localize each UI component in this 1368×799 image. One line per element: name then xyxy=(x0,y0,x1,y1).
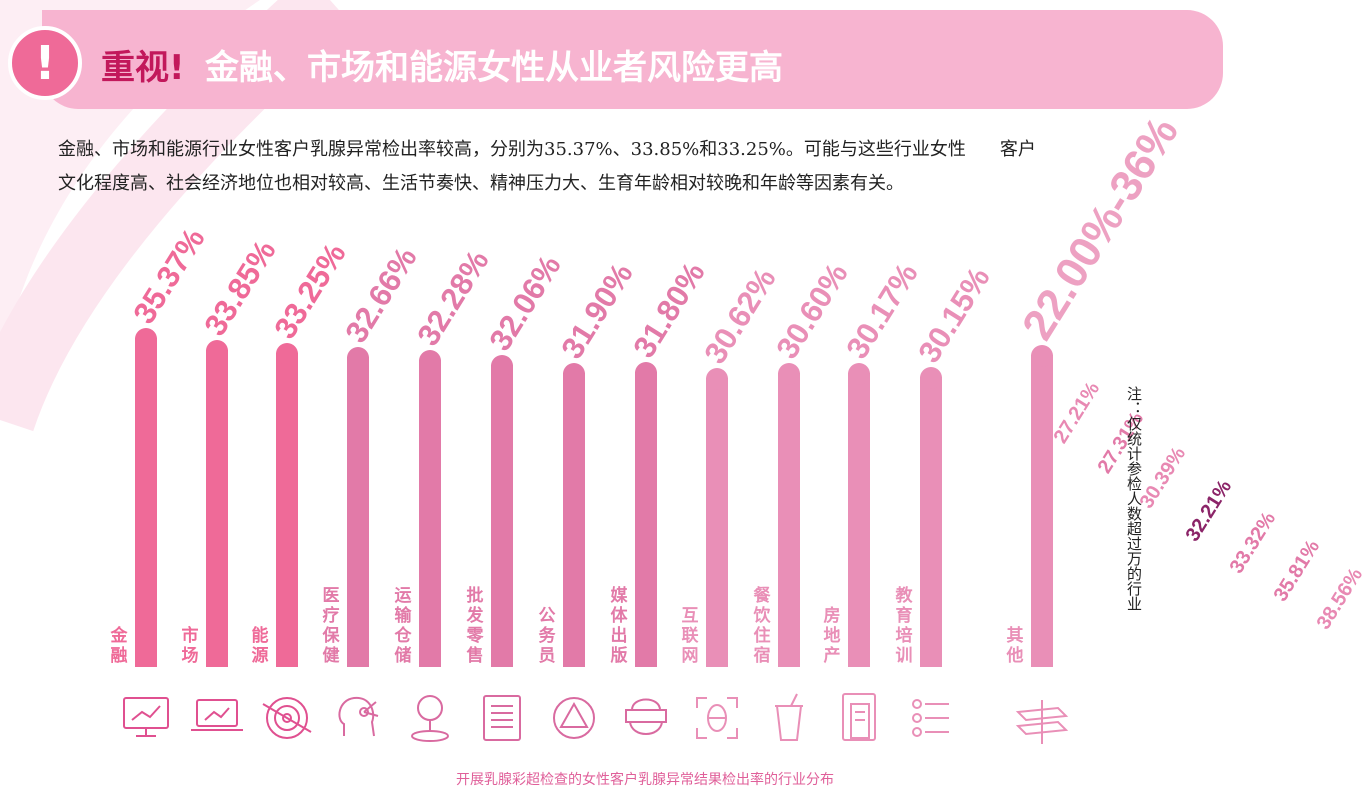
building-doc-icon xyxy=(842,693,876,741)
bar-body xyxy=(419,360,441,667)
fan-value-label: 27.21% xyxy=(1050,378,1105,447)
category-label: 市场 xyxy=(182,625,199,666)
fan-value-label: 35.81% xyxy=(1270,536,1325,605)
bar-body xyxy=(491,365,513,667)
list-icon xyxy=(912,699,949,737)
bar-industry-9 xyxy=(706,368,728,667)
laptop-chart-icon xyxy=(191,699,243,731)
bar-body xyxy=(920,377,942,667)
category-label: 能源 xyxy=(252,625,269,666)
description: 金融、市场和能源行业女性客户乳腺异常检出率较高，分别为35.37%、33.85%… xyxy=(58,133,1218,201)
bar-cap xyxy=(419,350,441,372)
document-icon xyxy=(483,695,521,741)
bar-body xyxy=(848,373,870,667)
bar-industry-2 xyxy=(206,340,228,667)
value-label: 31.90% xyxy=(554,257,639,365)
bar-industry-13 xyxy=(1031,345,1053,667)
head-network-icon xyxy=(338,696,379,737)
bar-industry-5 xyxy=(419,350,441,667)
bar-cap xyxy=(563,363,585,385)
bar-cap xyxy=(635,362,657,384)
scan-frame-icon xyxy=(696,697,738,739)
bar-body xyxy=(706,378,728,667)
radar-target-icon xyxy=(262,697,312,739)
triangle-network-icon xyxy=(553,697,595,739)
bar-industry-1 xyxy=(135,328,157,667)
bar-body xyxy=(347,357,369,667)
value-label: 22.00%-36% xyxy=(1013,109,1188,349)
value-label: 35.37% xyxy=(126,222,211,330)
bar-cap xyxy=(778,363,800,385)
chart-caption: 开展乳腺彩超检查的女性客户乳腺异常结果检出率的行业分布 xyxy=(456,772,834,788)
page-title: 金融、市场和能源女性从业者风险更高 xyxy=(205,48,783,88)
description-line-1: 金融、市场和能源行业女性客户乳腺异常检出率较高，分别为35.37%、33.85%… xyxy=(58,139,966,160)
bar-industry-12 xyxy=(920,367,942,667)
value-label: 30.15% xyxy=(911,261,996,369)
bar-body xyxy=(206,350,228,667)
category-label: 其他 xyxy=(1006,625,1024,666)
bar-body xyxy=(563,373,585,667)
bar-industry-10 xyxy=(778,363,800,667)
bar-industry-7 xyxy=(563,363,585,667)
fan-value-label: 32.21% xyxy=(1182,476,1237,545)
fan-value-label: 33.32% xyxy=(1226,508,1281,577)
category-label: 金融 xyxy=(110,625,129,666)
value-label: 30.62% xyxy=(697,262,782,370)
category-label: 媒体出版 xyxy=(611,585,629,666)
drink-cup-icon xyxy=(775,693,803,741)
bar-cap xyxy=(848,363,870,385)
bar-cap xyxy=(135,328,157,350)
bar-body xyxy=(1031,355,1053,667)
category-label: 医疗保健 xyxy=(322,586,341,666)
bar-cap xyxy=(276,343,298,365)
bar-body xyxy=(135,338,157,667)
chart-note: 注：仅统计参检人数超过万的行业 xyxy=(1125,386,1143,611)
category-label: 公务员 xyxy=(539,606,557,666)
bar-cap xyxy=(491,355,513,377)
alert-icon: ! xyxy=(8,26,82,100)
category-label: 运输仓储 xyxy=(394,586,413,666)
bar-industry-4 xyxy=(347,347,369,667)
description-line-1-tail: 客户 xyxy=(999,139,1036,160)
bar-industry-6 xyxy=(491,355,513,667)
category-label: 互联网 xyxy=(682,606,699,666)
header-banner xyxy=(42,10,1223,109)
fan-value-label: 30.39% xyxy=(1136,443,1191,512)
bar-industry-3 xyxy=(276,343,298,667)
bar-body xyxy=(635,372,657,667)
title-accent: 重视! xyxy=(101,48,185,88)
bar-cap xyxy=(706,368,728,390)
bar-body xyxy=(778,373,800,667)
bar-cap xyxy=(1031,345,1053,367)
category-label: 批发零售 xyxy=(466,585,485,666)
value-label: 32.06% xyxy=(482,249,567,357)
category-label: 房地产 xyxy=(824,605,841,666)
bar-cap xyxy=(206,340,228,362)
category-label: 餐饮住宿 xyxy=(753,585,772,666)
category-label: 教育培训 xyxy=(895,585,914,666)
bar-industry-8 xyxy=(635,362,657,667)
joystick-icon xyxy=(411,695,449,742)
vr-headset-icon xyxy=(625,698,667,735)
description-line-2: 文化程度高、社会经济地位也相对较高、生活节奏快、精神压力大、生育年龄相对较晚和年… xyxy=(58,173,904,194)
bar-body xyxy=(276,353,298,667)
bar-industry-11 xyxy=(848,363,870,667)
bar-cap xyxy=(347,347,369,369)
layers-icon xyxy=(1015,700,1069,744)
monitor-chart-icon xyxy=(123,697,169,737)
fan-value-label: 38.56% xyxy=(1313,564,1368,633)
bar-cap xyxy=(920,367,942,389)
